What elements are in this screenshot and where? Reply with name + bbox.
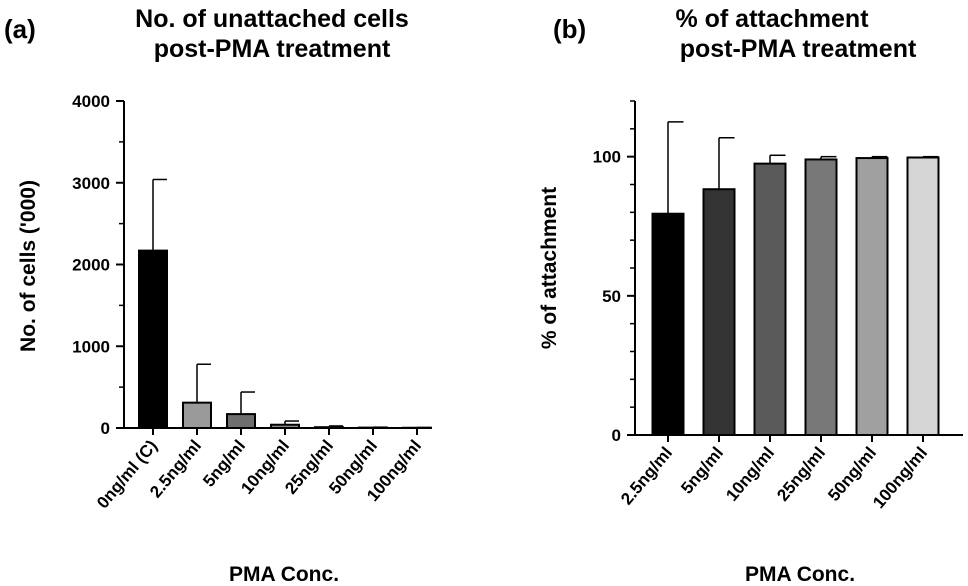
x-tick-label-b: 100ng/ml [869,443,931,512]
y-tick-label-a: 4000 [72,92,110,111]
x-tick-label-a: 0ng/ml (C) [93,436,161,512]
x-tick-label-b: 5ng/ml [677,443,727,497]
y-axis-title-a: No. of cells ('000) [17,180,40,352]
x-tick-label-b: 10ng/ml [722,443,778,504]
bar-a [270,423,300,430]
chart-title-b-line1: % of attachment [675,5,869,33]
x-tick-label-b: 25ng/ml [773,443,829,504]
y-tick-label-b: 0 [612,426,621,445]
y-tick-label-b: 100 [593,148,621,167]
y-tick-label-a: 0 [101,419,110,438]
x-axis-title-a: PMA Conc. [229,563,339,586]
x-axis-title-b: PMA Conc. [745,563,855,586]
x-tick-label-b: 2.5ng/ml [617,443,676,508]
y-tick-label-a: 3000 [72,174,110,193]
bar-b [855,157,889,437]
y-axis-title-b: % of attachment [538,187,561,349]
bar-a [138,249,168,429]
bar-a [226,413,256,430]
bar-a [182,401,212,430]
bar-b [804,158,838,436]
panel-label-a: (a) [4,14,36,44]
chart-title-a-line1: No. of unattached cells [135,5,409,33]
bar-b [702,188,736,436]
y-tick-label-a: 2000 [72,256,110,275]
chart-title-a-line2: post-PMA treatment [154,35,391,63]
y-tick-label-b: 50 [602,287,621,306]
bar-a [314,426,344,429]
bar-b [906,156,940,436]
chart-title-b-line2: post-PMA treatment [680,35,917,63]
bar-b [651,212,685,436]
y-tick-label-a: 1000 [72,337,110,356]
panel-label-b: (b) [553,14,586,44]
bar-b [753,162,787,436]
